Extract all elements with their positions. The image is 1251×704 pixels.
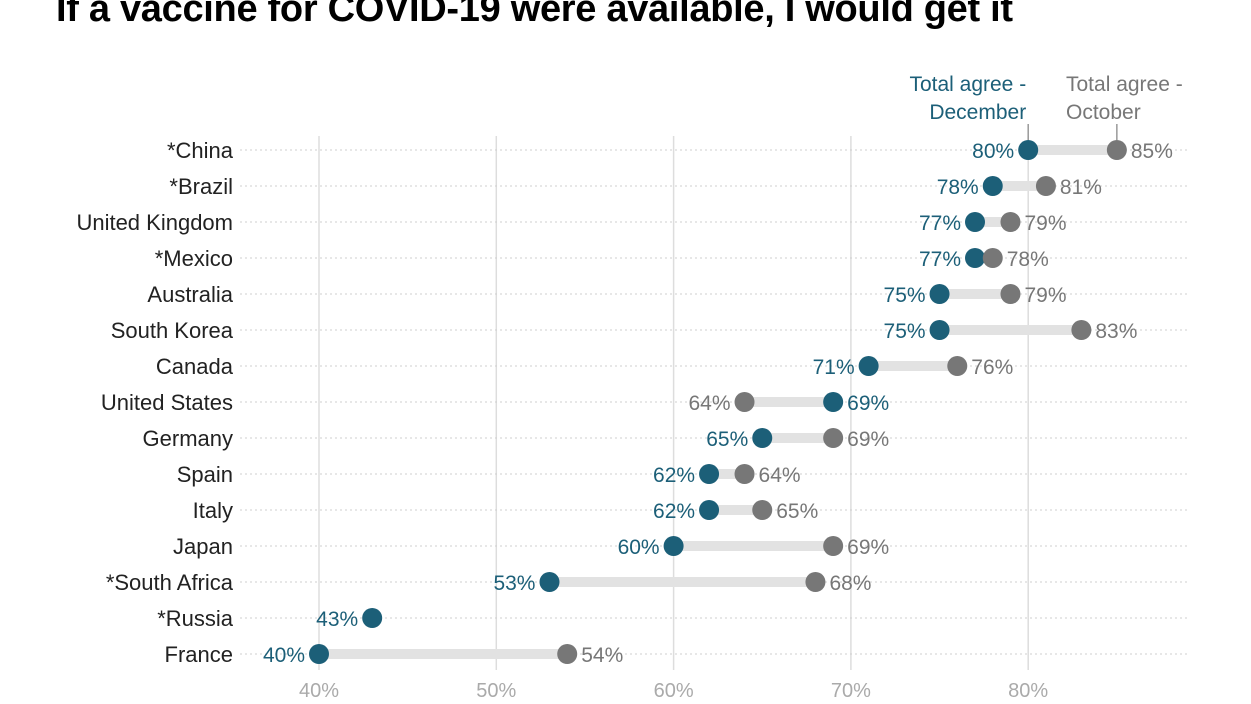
december-point bbox=[823, 392, 844, 412]
data-labels: 80% 85% 78% 81% 77% 79% 77% 78% 75% 79% 75% 83% 71% 7… bbox=[263, 140, 1173, 667]
x-tick-label: 50% bbox=[476, 680, 516, 702]
x-tick-label: 70% bbox=[831, 680, 871, 702]
x-tick-label: 60% bbox=[654, 680, 694, 702]
country-label: Japan bbox=[173, 534, 233, 559]
december-point bbox=[699, 500, 720, 520]
october-value-label: 83% bbox=[1095, 320, 1137, 343]
country-label: United Kingdom bbox=[76, 210, 233, 235]
october-value-label: 78% bbox=[1007, 248, 1049, 271]
october-point bbox=[752, 500, 773, 520]
country-label: *Russia bbox=[157, 606, 234, 631]
country-label: Germany bbox=[143, 426, 233, 451]
october-point bbox=[1071, 320, 1092, 340]
october-value-label: 54% bbox=[581, 644, 623, 667]
legend-october-label: Total agree - bbox=[1066, 73, 1183, 96]
december-value-label: 62% bbox=[653, 500, 695, 523]
december-value-label: 43% bbox=[316, 608, 358, 631]
legend-december-label: December bbox=[929, 101, 1026, 124]
december-value-label: 75% bbox=[884, 320, 926, 343]
october-value-label: 85% bbox=[1131, 140, 1173, 163]
december-value-label: 75% bbox=[884, 284, 926, 307]
y-axis-labels: *China *Brazil United Kingdom *Mexico Austra… bbox=[76, 138, 233, 667]
october-point bbox=[823, 536, 844, 556]
october-value-label: 76% bbox=[971, 356, 1013, 379]
x-tick-label: 80% bbox=[1008, 680, 1048, 702]
october-point bbox=[1000, 212, 1021, 232]
december-value-label: 71% bbox=[813, 356, 855, 379]
october-point bbox=[805, 572, 826, 592]
october-point bbox=[1000, 284, 1021, 304]
legend-october-label: October bbox=[1066, 101, 1141, 124]
december-point bbox=[752, 428, 773, 448]
october-value-label: 65% bbox=[776, 500, 818, 523]
october-value-label: 69% bbox=[847, 428, 889, 451]
country-label: United States bbox=[101, 390, 233, 415]
december-value-label: 69% bbox=[847, 392, 889, 415]
december-point bbox=[663, 536, 684, 556]
october-value-label: 79% bbox=[1024, 284, 1066, 307]
country-label: *China bbox=[167, 138, 234, 163]
chart-title: If a vaccine for COVID-19 were available… bbox=[56, 0, 1013, 30]
october-point bbox=[982, 248, 1003, 268]
country-label: Italy bbox=[193, 498, 233, 523]
country-label: Canada bbox=[156, 354, 234, 379]
december-point bbox=[362, 608, 383, 628]
december-point bbox=[699, 464, 720, 484]
october-point bbox=[823, 428, 844, 448]
country-label: South Korea bbox=[111, 318, 234, 343]
december-point bbox=[929, 284, 950, 304]
country-label: *Brazil bbox=[169, 174, 233, 199]
october-value-label: 69% bbox=[847, 536, 889, 559]
october-point bbox=[1035, 176, 1056, 196]
december-point bbox=[929, 320, 950, 340]
x-axis-labels: 40% 50% 60% 70% 80% bbox=[299, 680, 1048, 702]
december-value-label: 53% bbox=[493, 572, 535, 595]
december-value-label: 65% bbox=[706, 428, 748, 451]
december-value-label: 80% bbox=[972, 140, 1014, 163]
october-value-label: 81% bbox=[1060, 176, 1102, 199]
december-value-label: 78% bbox=[937, 176, 979, 199]
october-value-label: 64% bbox=[688, 392, 730, 415]
december-value-label: 77% bbox=[919, 212, 961, 235]
october-point bbox=[557, 644, 578, 664]
grid-lines bbox=[240, 136, 1190, 670]
december-value-label: 62% bbox=[653, 464, 695, 487]
december-value-label: 40% bbox=[263, 644, 305, 667]
december-value-label: 77% bbox=[919, 248, 961, 271]
december-point bbox=[539, 572, 560, 592]
december-point bbox=[982, 176, 1003, 196]
october-point bbox=[734, 464, 755, 484]
december-point bbox=[309, 644, 329, 664]
country-label: *Mexico bbox=[155, 246, 233, 271]
legend: Total agree - December Total agree - Octobe… bbox=[909, 73, 1183, 140]
october-value-label: 68% bbox=[829, 572, 871, 595]
december-point bbox=[965, 248, 986, 268]
x-tick-label: 40% bbox=[299, 680, 339, 702]
country-label: *South Africa bbox=[106, 570, 234, 595]
data-points bbox=[309, 140, 1127, 664]
october-value-label: 79% bbox=[1024, 212, 1066, 235]
october-point bbox=[734, 392, 755, 412]
december-point bbox=[965, 212, 986, 232]
october-point bbox=[947, 356, 968, 376]
country-label: Spain bbox=[177, 462, 233, 487]
legend-december-label: Total agree - bbox=[909, 73, 1026, 96]
country-label: France bbox=[165, 642, 233, 667]
october-value-label: 64% bbox=[759, 464, 801, 487]
country-label: Australia bbox=[147, 282, 233, 307]
october-point bbox=[1106, 140, 1127, 160]
december-point bbox=[1018, 140, 1039, 160]
december-value-label: 60% bbox=[618, 536, 660, 559]
december-point bbox=[858, 356, 879, 376]
